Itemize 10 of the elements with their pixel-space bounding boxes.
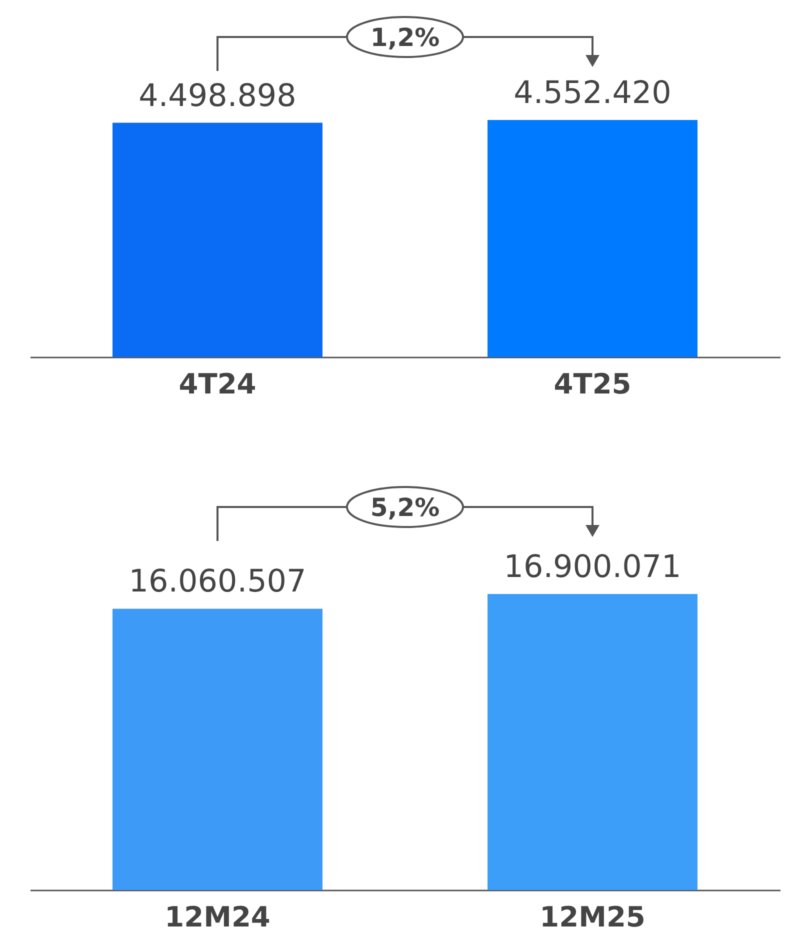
data-label: 4.552.420 [514,75,672,111]
x-tick-label: 4T24 [178,368,256,400]
x-tick-label: 12M25 [540,900,646,934]
text: 1,2% [370,23,440,52]
data-label: 4.498.898 [138,78,296,114]
data-label: 16.060.507 [128,564,306,600]
x-tick-label: 12M24 [164,900,270,934]
text: 5,2% [370,493,440,522]
data-label: 16.900.071 [504,549,682,585]
x-tick-label: 4T25 [554,368,632,400]
